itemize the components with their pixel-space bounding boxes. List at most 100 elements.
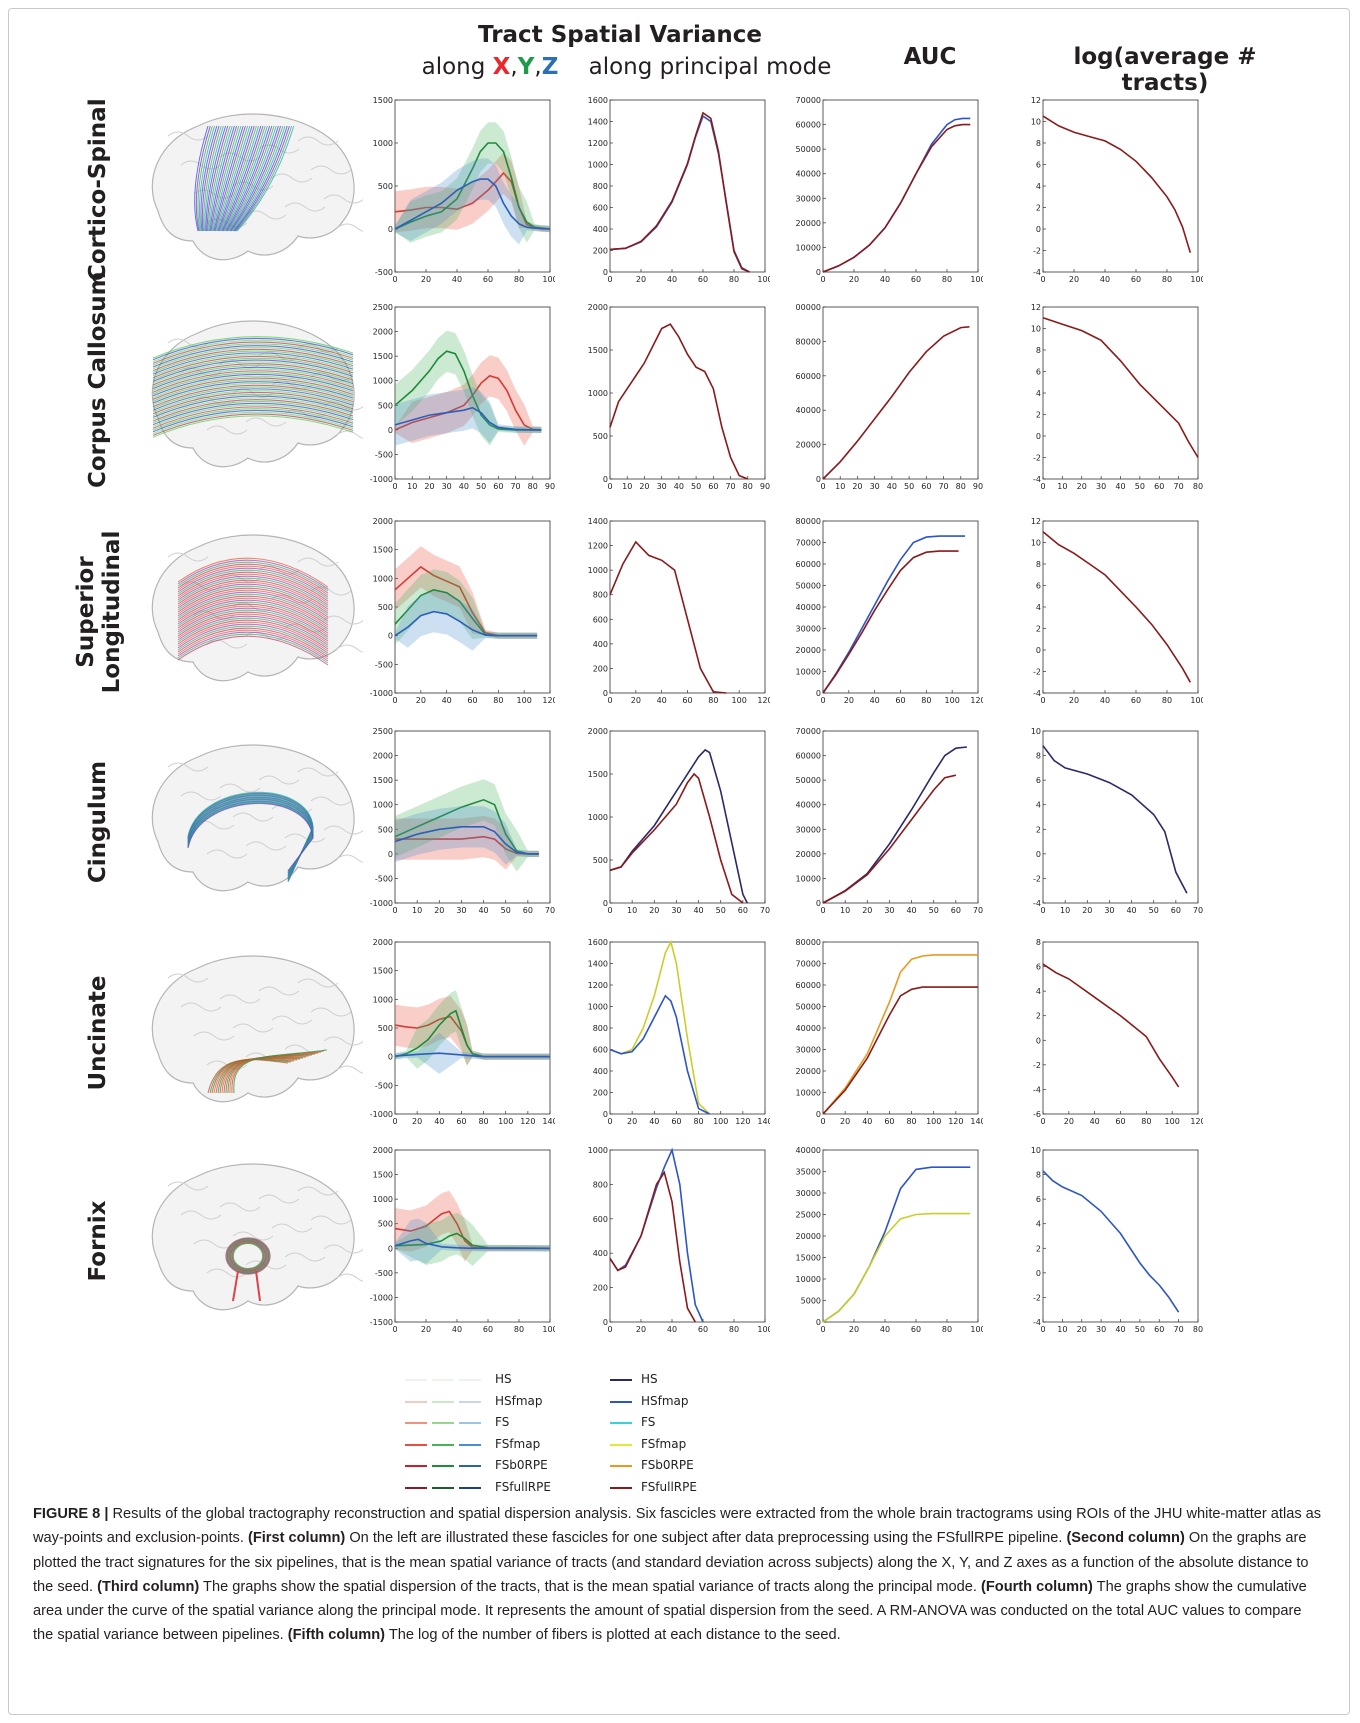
brain-gyrus <box>310 1007 352 1017</box>
y-tick-label: 1500 <box>373 1171 393 1180</box>
x-tick-label: 40 <box>667 1325 677 1334</box>
y-tick-label: -4 <box>1033 899 1041 908</box>
legend-swatch <box>459 1443 481 1446</box>
y-tick-label: -500 <box>375 268 393 277</box>
x-tick-label: 40 <box>667 275 677 284</box>
legend-spatial-variance: HS HSfmap FS FSfmap FSb0RPE FSfullRPE <box>405 1371 585 1501</box>
series-line-fsfullrpe <box>609 323 749 480</box>
y-tick-label: 20000 <box>796 441 821 450</box>
x-tick-label: 80 <box>1162 696 1172 705</box>
line-chart: 0 10 20 30 40 50 60 70 80 -4 -2 0 2 4 6 8 10 12 <box>1031 303 1203 491</box>
brain-outline <box>151 744 355 892</box>
tract-fiber <box>152 352 354 375</box>
series-line-fsfullrpe <box>609 1170 696 1323</box>
y-tick-label: 500 <box>378 182 393 191</box>
series-line-fsfullrpe <box>609 111 750 273</box>
x-tick-label: 100 <box>1190 275 1203 284</box>
x-tick-label: 100 <box>926 1117 941 1126</box>
tract-fiber <box>177 607 329 638</box>
caption-text-1: Results of the global tractography recon… <box>33 1506 1322 1547</box>
y-tick-label: 6 <box>1036 1195 1041 1204</box>
tract-fiber <box>152 354 354 377</box>
x-tick-label: 20 <box>1077 1325 1087 1334</box>
x-tick-label: 0 <box>820 482 825 491</box>
tract-fiber <box>152 413 354 436</box>
x-tick-label: 10 <box>627 906 637 915</box>
tract-fiber <box>216 125 251 232</box>
header-axis-sep1: , <box>510 54 518 80</box>
series-band-z <box>395 387 542 446</box>
legend-entry: HSfmap <box>610 1393 770 1415</box>
tract-fiber <box>177 567 329 598</box>
x-tick-label: 40 <box>1115 1325 1125 1334</box>
y-tick-label: 10000 <box>796 1275 821 1284</box>
line-chart: 0 10 20 30 40 50 60 70 0 500 1000 1500 2000 <box>588 727 770 915</box>
x-tick-label: 60 <box>483 1325 493 1334</box>
header-along-principal: along principal mode <box>588 54 832 80</box>
series-band-x <box>395 995 550 1066</box>
tract-fiber <box>152 397 354 420</box>
series-line-x <box>394 374 542 431</box>
x-tick-label: 100 <box>542 1325 555 1334</box>
x-tick-label: 70 <box>1174 1325 1184 1334</box>
brain-gyrus <box>271 1015 313 1025</box>
y-tick-label: 1000 <box>588 161 608 170</box>
line-chart: 0 10 20 30 40 50 60 70 80 90 -1000 -500 0 500 1000 1500… <box>370 303 555 491</box>
legend-entry: FSb0RPE <box>405 1457 585 1479</box>
y-tick-label: 2 <box>1036 411 1041 420</box>
tract-fiber <box>152 386 354 409</box>
x-tick-label: 140 <box>542 1117 555 1126</box>
plot-area <box>609 306 766 480</box>
tract-fiber <box>232 1270 261 1302</box>
tract-fiber <box>177 597 329 628</box>
tract-fiber <box>215 125 249 232</box>
line-chart: 0 10 20 30 40 50 60 70 -4 -2 0 2 4 6 8 10 <box>1031 727 1203 915</box>
y-tick-label: 0 <box>816 689 821 698</box>
x-tick-label: 0 <box>1040 696 1045 705</box>
x-tick-label: 60 <box>884 1117 894 1126</box>
y-tick-label: -4 <box>1033 1085 1041 1094</box>
y-tick-label: 80000 <box>796 517 821 526</box>
brain-gyrus <box>245 841 287 851</box>
plot-area <box>1042 730 1199 904</box>
y-tick-label: 1000 <box>373 995 393 1004</box>
series-band-z <box>395 158 550 245</box>
brain-gyrus <box>310 796 352 806</box>
legend-entry: FSfullRPE <box>405 1479 585 1501</box>
series-line-fsfullrpe <box>609 540 727 694</box>
series-line-z <box>394 406 542 431</box>
y-tick-label: 10000 <box>796 1089 821 1098</box>
tract-fiber <box>152 411 354 435</box>
brain-gyrus <box>323 194 363 204</box>
x-tick-label: 60 <box>698 1325 708 1334</box>
x-tick-label: 40 <box>674 482 684 491</box>
caption-text-2: On the left are illustrated these fascic… <box>345 1530 1067 1547</box>
y-tick-label: 2000 <box>588 303 608 312</box>
brain-gyrus <box>258 986 300 996</box>
tract-fiber <box>177 585 329 616</box>
plot-area <box>822 306 979 480</box>
line-chart: 0204060801000200400600800100012001400160… <box>588 96 770 284</box>
series-band-x <box>395 546 538 639</box>
x-tick-label: 100 <box>970 1325 983 1334</box>
y-tick-label: 500 <box>378 1220 393 1229</box>
y-tick-label: 20000 <box>796 850 821 859</box>
x-tick-label: 70 <box>545 906 555 915</box>
tract-fiber <box>152 404 354 427</box>
x-tick-label: 40 <box>1126 906 1136 915</box>
line-chart: 0 20 40 60 80 100 120 0 10000 20000 30000 40000 5000… <box>796 517 983 705</box>
brain-outline <box>151 1163 355 1311</box>
y-tick-label: 1500 <box>373 967 393 976</box>
x-tick-label: 20 <box>412 1117 422 1126</box>
x-tick-label: 120 <box>542 696 555 705</box>
x-tick-label: 100 <box>517 696 532 705</box>
tract-fiber <box>152 368 354 391</box>
x-tick-label: 60 <box>1115 1117 1125 1126</box>
tract-fiber <box>152 345 354 368</box>
series-line-fsfullrpe <box>822 774 957 904</box>
tract-fiber <box>177 599 329 630</box>
legend-swatch <box>459 1465 481 1468</box>
y-tick-label: 0 <box>816 268 821 277</box>
x-tick-label: 20 <box>849 1325 859 1334</box>
brain-gyrus <box>180 1002 222 1012</box>
